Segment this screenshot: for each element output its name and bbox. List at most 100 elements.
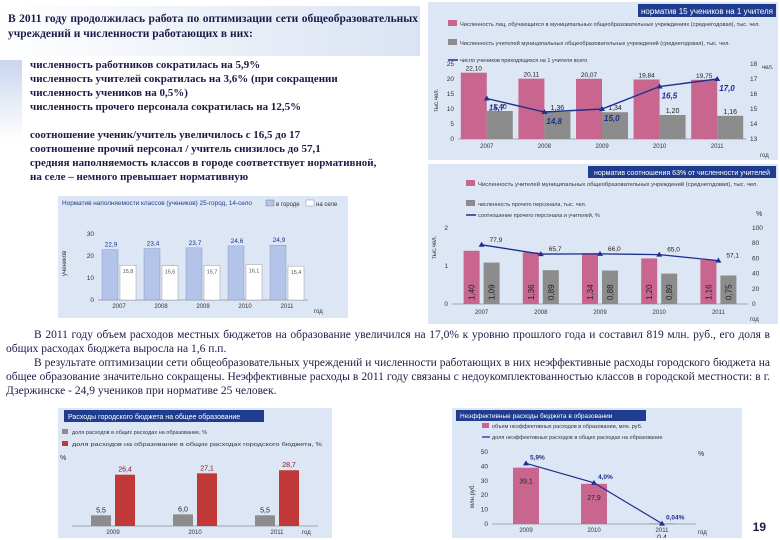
data-label: 1,36 xyxy=(527,284,536,300)
legend: Численность лиц, обучающихся в муниципал… xyxy=(448,20,760,64)
tick-label: 2007 xyxy=(475,310,489,316)
data-label: 1,36 xyxy=(551,105,565,112)
line-point xyxy=(715,257,722,263)
tick-label: 0 xyxy=(444,301,448,308)
bar-students xyxy=(460,72,487,139)
bar-share-of-education xyxy=(173,514,193,526)
bullet-list-ratios: соотношение ученик/учитель увеличилось с… xyxy=(30,128,440,184)
bar-ineffective-volume xyxy=(581,483,607,524)
data-label: 26,4 xyxy=(118,467,132,474)
bar-share-of-budget xyxy=(279,470,299,526)
tick-label: 10 xyxy=(481,507,489,514)
tick-label: 0 xyxy=(450,136,454,143)
y2-axis-label: чел. xyxy=(762,65,774,71)
legend-label: объем неэффективных расходов в образован… xyxy=(492,424,643,430)
tick-label: 2009 xyxy=(106,530,120,536)
paragraph-line: В результате оптимизации сети общеобразо… xyxy=(6,357,770,397)
data-label: 6,0 xyxy=(178,506,188,513)
tick-label: 2011 xyxy=(711,144,725,150)
line-point xyxy=(483,95,490,101)
y-axis-label: учеников xyxy=(62,251,68,276)
bullet-item: численность учителей сократилась на 3,6%… xyxy=(30,73,338,85)
bar-teachers xyxy=(463,250,480,304)
bar-students xyxy=(691,79,718,139)
line-point xyxy=(523,460,529,466)
legend-swatch xyxy=(305,199,315,207)
data-label: 1,40 xyxy=(468,284,477,300)
data-label: 5,5 xyxy=(96,507,106,514)
tick-label: 2009 xyxy=(595,144,609,150)
data-label: 19,84 xyxy=(638,72,655,79)
line-point xyxy=(478,241,485,247)
bar-teachers xyxy=(717,115,744,139)
bar-teachers xyxy=(602,112,628,139)
tick-label: 40 xyxy=(481,463,489,470)
bullet-item: численность учеников на 0,5%) xyxy=(30,87,188,99)
legend-label: соотношение прочего персонала и учителей… xyxy=(478,212,600,219)
legend-swatch xyxy=(62,441,68,446)
chart-title-box xyxy=(64,410,264,422)
line-label: 65,0 xyxy=(667,247,680,254)
tick-label: 2007 xyxy=(480,144,494,150)
line-label: 15,0 xyxy=(604,114,620,123)
chart-title: Расходы городского бюджета на общее обра… xyxy=(68,413,240,421)
chart-other-staff: норматив соотношения 63% от численности … xyxy=(428,164,778,324)
bar-other-staff xyxy=(483,262,500,304)
bar-other-staff xyxy=(602,270,618,304)
bar-other-staff xyxy=(720,275,737,304)
chart-ineffective-spending: Неэффективные расходы бюджета в образова… xyxy=(452,408,742,538)
tick-label: 2010 xyxy=(188,530,202,536)
bar-village xyxy=(119,265,137,301)
bullet-item: численность прочего персонала сократилас… xyxy=(30,101,302,113)
tick-label: 60 xyxy=(752,255,760,262)
side-strip xyxy=(0,60,22,140)
data-label: 23,7 xyxy=(189,240,202,247)
legend-swatch xyxy=(466,200,475,206)
data-label: 1,34 xyxy=(608,105,622,112)
legend-swatch xyxy=(466,180,475,186)
bullet-item: средняя наполняемость классов в городе с… xyxy=(30,157,377,169)
data-label: 39,1 xyxy=(519,479,533,486)
x-axis-label: год xyxy=(750,317,759,323)
bullet-item: численность работников сократилась на 5,… xyxy=(30,59,261,71)
data-label: 1,34 xyxy=(586,284,595,300)
tick-label: 25 xyxy=(447,61,455,68)
tick-label: 2009 xyxy=(519,528,533,534)
chart-title: норматив соотношения 63% от численности … xyxy=(594,169,770,177)
line-point xyxy=(597,250,603,256)
legend-label: в городе xyxy=(276,202,300,208)
tick-label: 40 xyxy=(752,271,760,278)
tick-label: 2008 xyxy=(538,144,552,150)
bar-teachers xyxy=(700,259,717,304)
tick-label: 2011 xyxy=(656,528,670,534)
tick-label: 100 xyxy=(752,225,763,232)
data-label: 1,40 xyxy=(493,104,507,111)
data-label: 27,9 xyxy=(587,495,601,502)
tick-label: 2008 xyxy=(154,304,168,310)
legend-label: доля расходов на образование в общих рас… xyxy=(72,442,322,448)
bar-teachers xyxy=(659,115,686,139)
tick-label: 17 xyxy=(750,76,758,83)
tick-label: 2010 xyxy=(587,528,601,534)
bar-teachers xyxy=(641,258,658,304)
tick-label: 10 xyxy=(447,106,455,113)
line-label: 5,9% xyxy=(530,454,545,461)
tick-label: 2010 xyxy=(653,144,667,150)
line-point xyxy=(591,479,597,485)
page-number: 19 xyxy=(752,520,766,534)
tick-label: 2 xyxy=(444,225,448,232)
y2-axis-label: % xyxy=(698,451,704,458)
line-point xyxy=(541,109,548,114)
x-axis-label: год xyxy=(760,153,769,159)
data-label: 1,20 xyxy=(645,284,654,300)
y-axis-label: % xyxy=(60,455,66,462)
line-label: 77,9 xyxy=(490,237,503,244)
line-label: 57,1 xyxy=(726,253,739,260)
chart-title: норматив 15 учеников на 1 учителя xyxy=(641,7,773,16)
legend-swatch xyxy=(448,20,457,26)
bar-share-of-budget xyxy=(197,473,217,526)
chart-class-size: Норматив наполняемости классов (учеников… xyxy=(58,196,348,318)
plot-area: 0 10 20 30 22,9 15,8 2007 23,4 15,6 2008 23,7 15,7 2… xyxy=(87,231,308,310)
chart-title-box xyxy=(638,4,776,17)
